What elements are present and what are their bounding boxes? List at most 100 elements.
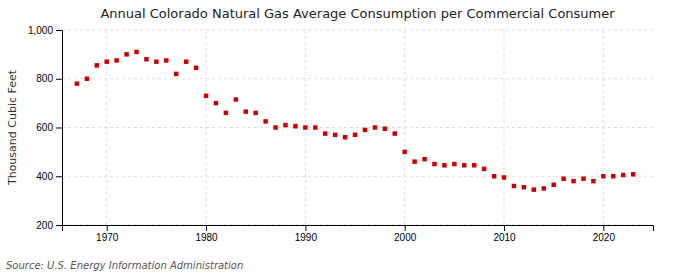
y-axis-label: Thousand Cubic Feet [6, 69, 19, 186]
point [343, 135, 347, 139]
x-tick: 2010 [493, 225, 516, 243]
point [164, 58, 168, 62]
x-tick-mark [305, 225, 306, 231]
point [95, 63, 99, 67]
point [422, 157, 426, 161]
point [393, 131, 397, 135]
grid-line-x [504, 30, 505, 225]
y-tick-mark [56, 225, 62, 226]
chart: 1970 1980 1990 2000 2010 2020 200 400 600 800 1,00… [0, 0, 675, 275]
point [442, 163, 446, 167]
y-tick: 400 [36, 171, 62, 182]
point [124, 52, 128, 56]
point [472, 163, 476, 167]
grid [62, 30, 653, 225]
point [75, 81, 79, 85]
x-tick: 1990 [295, 225, 318, 243]
point [85, 77, 89, 81]
point [263, 119, 267, 123]
point [432, 162, 436, 166]
point [561, 176, 565, 180]
point [512, 184, 516, 188]
point [462, 163, 466, 167]
x-tick-mark [405, 225, 406, 231]
x-tick: 1980 [195, 225, 218, 243]
y-tick-mark [56, 79, 62, 80]
y-tick: 200 [36, 220, 62, 231]
y-tick-mark [56, 176, 62, 177]
point [283, 123, 287, 127]
point [224, 111, 228, 115]
y-tick-label: 200 [36, 220, 53, 231]
point [373, 125, 377, 129]
point [492, 174, 496, 178]
x-tick-mark [107, 225, 108, 231]
point [184, 59, 188, 63]
point [542, 186, 546, 190]
point [313, 125, 317, 129]
x-axis-line [63, 226, 654, 232]
point [293, 124, 297, 128]
point [114, 58, 118, 62]
point [273, 125, 277, 129]
point [412, 159, 416, 163]
x-tick-label: 2000 [394, 232, 417, 243]
x-tick-mark [603, 225, 604, 231]
point [303, 125, 307, 129]
x-tick-label: 1990 [295, 232, 318, 243]
point [522, 185, 526, 189]
x-tick-label: 2010 [493, 232, 516, 243]
point [194, 66, 198, 70]
point [333, 133, 337, 137]
y-tick-label: 1,000 [28, 25, 53, 36]
point [174, 72, 178, 76]
point [323, 131, 327, 135]
point [154, 59, 158, 63]
point [253, 111, 257, 115]
y-tick: 1,000 [28, 25, 62, 36]
point [144, 57, 148, 61]
point [532, 187, 536, 191]
point [363, 128, 367, 132]
y-tick-label: 800 [36, 73, 53, 84]
point [244, 109, 248, 113]
point [104, 59, 108, 63]
point [482, 167, 486, 171]
point [214, 101, 218, 105]
x-axis: 1970 1980 1990 2000 2010 2020 [63, 225, 654, 243]
y-tick-mark [56, 128, 62, 129]
y-axis-line [56, 31, 63, 226]
point [204, 94, 208, 98]
point [611, 174, 615, 178]
y-tick: 600 [36, 122, 62, 133]
x-tick-label: 2020 [593, 232, 616, 243]
point [383, 126, 387, 130]
y-tick-label: 600 [36, 122, 53, 133]
y-axis: 200 400 600 800 1,000 [28, 25, 63, 231]
x-tick: 2000 [394, 225, 417, 243]
x-tick-label: 1970 [96, 232, 119, 243]
point [452, 162, 456, 166]
point [134, 50, 138, 54]
point [621, 173, 625, 177]
point [571, 179, 575, 183]
points [75, 50, 636, 192]
point [353, 133, 357, 137]
grid-line-y [62, 127, 653, 128]
source-note: Source: U.S. Energy Information Administ… [6, 260, 243, 271]
grid-line-y [62, 30, 653, 31]
point [581, 176, 585, 180]
x-tick: 2020 [593, 225, 616, 243]
x-tick-mark [504, 225, 505, 231]
title: Annual Colorado Natural Gas Average Cons… [100, 6, 615, 21]
grid-line-y [62, 78, 653, 79]
point [631, 172, 635, 176]
x-tick-label: 1980 [195, 232, 218, 243]
plot: 1970 1980 1990 2000 2010 2020 200 400 600 800 1,00… [28, 25, 654, 243]
y-tick-label: 400 [36, 171, 53, 182]
y-tick-mark [56, 30, 62, 31]
x-tick-mark [206, 225, 207, 231]
x-tick: 1970 [96, 225, 119, 243]
y-tick: 800 [36, 73, 62, 84]
point [601, 174, 605, 178]
